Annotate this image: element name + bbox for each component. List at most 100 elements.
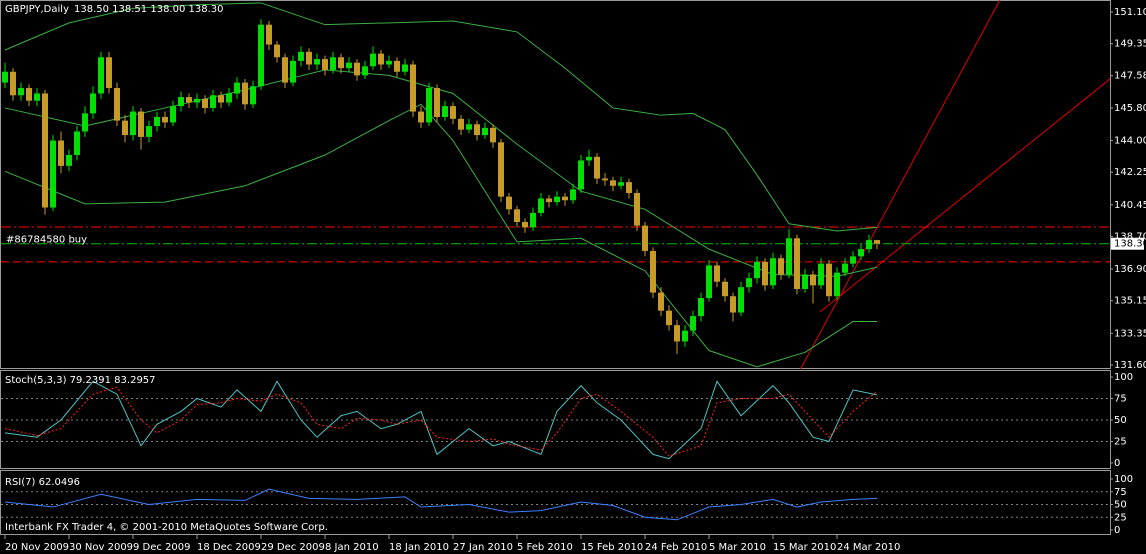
candle-body — [594, 156, 600, 179]
y-tick-label: 140.45 — [1114, 200, 1146, 211]
candle-body — [458, 118, 464, 130]
candle-body — [442, 106, 448, 117]
candle-body — [26, 88, 32, 101]
x-tick-label: 20 Nov 2009 — [5, 542, 69, 553]
x-tick-label: 5 Mar 2010 — [709, 542, 766, 553]
y-tick-label: 147.58 — [1114, 71, 1146, 82]
candle-body — [330, 57, 336, 70]
candle-body — [122, 120, 128, 136]
candle-body — [298, 51, 304, 61]
y-tick-label: 144.00 — [1114, 136, 1146, 147]
candle-body — [90, 93, 96, 114]
candle-body — [386, 60, 392, 65]
y-tick-label: 25 — [1114, 437, 1127, 448]
x-tick-label: 24 Feb 2010 — [645, 542, 707, 553]
chart-title: GBPJPY,Daily — [5, 4, 69, 15]
candle-body — [282, 57, 288, 83]
candle-body — [426, 88, 432, 123]
candle-body — [770, 258, 776, 286]
indicator-line — [4, 386, 878, 457]
y-tick-label: 75 — [1114, 394, 1127, 405]
candle-body — [834, 272, 840, 297]
candle-body — [762, 261, 768, 286]
candle-body — [874, 240, 880, 244]
candle-body — [266, 24, 272, 45]
candle-body — [802, 274, 808, 289]
candle-body — [250, 86, 256, 105]
candle-body — [258, 24, 264, 87]
candle-body — [362, 66, 368, 76]
price-tag: 138.30 — [1114, 239, 1146, 250]
x-tick-label: 29 Dec 2009 — [261, 542, 325, 553]
candle-body — [698, 298, 704, 317]
candle-body — [554, 196, 560, 203]
candle-body — [642, 225, 648, 251]
x-tick-label: 18 Jan 2010 — [389, 542, 449, 553]
y-tick-label: 75 — [1114, 487, 1127, 498]
candle-body — [274, 44, 280, 58]
candle-body — [498, 142, 504, 197]
candle-body — [538, 198, 544, 213]
candle-body — [202, 98, 208, 108]
x-tick-label: 24 Mar 2010 — [837, 542, 900, 553]
candle-body — [50, 140, 56, 208]
candle-body — [810, 274, 816, 286]
candle-body — [578, 160, 584, 190]
candle-body — [402, 64, 408, 72]
trend-line — [799, 0, 1001, 369]
candle-body — [210, 95, 216, 108]
candle-body — [82, 113, 88, 132]
y-tick-label: 100 — [1114, 474, 1133, 485]
candle-body — [738, 287, 744, 313]
candle-body — [290, 60, 296, 83]
candle-body — [74, 131, 80, 156]
y-tick-label: 138.70 — [1114, 231, 1146, 242]
y-tick-label: 145.80 — [1114, 103, 1146, 114]
candle-body — [730, 296, 736, 313]
candle-body — [850, 256, 856, 264]
candle-body — [634, 193, 640, 226]
candle-body — [482, 127, 488, 136]
candle-body — [378, 53, 384, 65]
candle-body — [226, 93, 232, 103]
candle-body — [370, 53, 376, 67]
candle-body — [858, 249, 864, 257]
candle-body — [138, 111, 144, 137]
candle-body — [754, 261, 760, 279]
y-tick-label: 100 — [1114, 372, 1133, 383]
candle-body — [626, 182, 632, 194]
candle-body — [466, 124, 472, 130]
indicator-line — [4, 2, 878, 232]
candle-body — [450, 106, 456, 119]
price-tag-box — [1111, 237, 1144, 250]
panel-plot — [1, 2, 1110, 368]
candle-body — [818, 263, 824, 286]
candle-body — [66, 155, 72, 166]
panel-plot — [1, 488, 1110, 521]
candle-body — [690, 316, 696, 331]
candle-body — [570, 189, 576, 201]
x-tick-label: 15 Feb 2010 — [581, 542, 643, 553]
candle-body — [714, 265, 720, 282]
indicator-line — [4, 380, 878, 460]
candle-body — [490, 127, 496, 143]
candle-body — [514, 209, 520, 222]
panel-plot — [1, 380, 1110, 460]
candle-body — [610, 180, 616, 186]
candle-body — [658, 292, 664, 311]
rsi-title: RSI(7) 62.0496 — [5, 477, 80, 488]
candle-body — [474, 124, 480, 136]
candle-body — [650, 250, 656, 293]
candle-body — [154, 116, 160, 127]
quote: 138.50 138.51 138.00 138.30 — [74, 4, 224, 15]
candle-body — [586, 156, 592, 161]
rsi-panel — [0, 470, 1111, 535]
footer: Interbank FX Trader 4, © 2001-2010 MetaQ… — [5, 522, 328, 533]
x-tick-label: 15 Mar 2010 — [773, 542, 836, 553]
y-tick-label: 136.90 — [1114, 264, 1146, 275]
x-tick-label: 27 Jan 2010 — [453, 542, 513, 553]
candle-body — [418, 111, 424, 123]
candle-body — [170, 106, 176, 123]
candle-body — [866, 240, 872, 250]
